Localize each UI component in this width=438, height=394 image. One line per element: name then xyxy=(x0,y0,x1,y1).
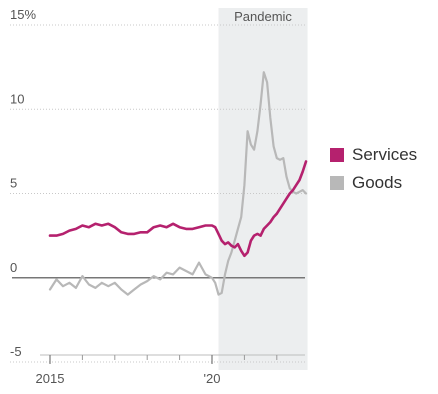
legend-swatch-services xyxy=(330,148,344,162)
x-tick-label: 2015 xyxy=(36,371,65,386)
x-tick-label: '20 xyxy=(204,371,221,386)
legend: Services Goods xyxy=(330,145,417,192)
y-tick-label: -5 xyxy=(10,344,22,359)
legend-label-services: Services xyxy=(352,145,417,164)
y-tick-label: 5 xyxy=(10,176,17,191)
pandemic-label: Pandemic xyxy=(234,9,292,24)
legend-swatch-goods xyxy=(330,176,344,190)
y-tick-label: 0 xyxy=(10,260,17,275)
legend-label-goods: Goods xyxy=(352,173,402,192)
y-tick-label: 10 xyxy=(10,91,24,106)
y-tick-label: 15% xyxy=(10,7,36,22)
